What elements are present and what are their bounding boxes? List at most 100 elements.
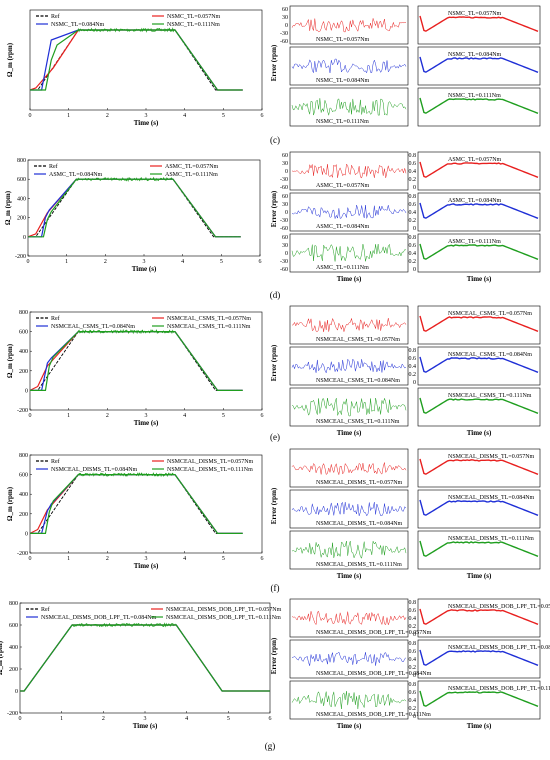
zoom-x-axis-label: Time (s) — [467, 572, 492, 580]
y-tick-label: 600 — [19, 473, 28, 479]
x-tick-label: 0 — [27, 259, 30, 265]
error-subplot-frame — [289, 87, 409, 127]
legend-label: NSMCEAL_CSMS_TL=0.084Nm — [51, 324, 135, 330]
legend-label: NSMCEAL_DISMS_DOB_LPF_TL=0.084Nm — [41, 615, 157, 621]
zoom-legend-label: ASMC_TL=0.111Nm — [448, 239, 501, 245]
error-trace — [291, 540, 407, 559]
zoom-legend-label: ASMC_TL=0.084Nm — [448, 198, 502, 204]
zoom-y-tick: 0.2 — [409, 665, 417, 671]
x-tick-label: 0 — [29, 556, 32, 562]
x-tick-label: 2 — [102, 716, 105, 722]
zoom-y-tick: 0 — [413, 673, 416, 679]
error-legend-label: NSMC_TL=0.111Nm — [316, 119, 369, 125]
zoom-trace — [419, 397, 539, 414]
error-legend-label: NSMC_TL=0.084Nm — [316, 78, 370, 84]
series-line — [30, 331, 243, 391]
main-plot-c: 0 1 2 3 4 5 6 Time (s) Ω_m (rpm) Ref NSMC_TL=0.057… — [6, 9, 264, 127]
zoom-trace — [419, 499, 539, 516]
zoom-legend-label: NSMCEAL_DISMS_DOB_LPF_TL=0.084Nm — [448, 645, 550, 651]
zoom-subplot-frame — [417, 151, 541, 191]
y-tick-label: 400 — [17, 196, 26, 202]
zoom-y-tick: 0.2 — [409, 706, 417, 712]
error-trace — [291, 98, 407, 116]
y-tick-label: 0 — [23, 235, 26, 241]
x-tick-label: 1 — [67, 556, 70, 562]
error-subplot-frame — [289, 5, 409, 45]
x-tick-label: 3 — [145, 556, 148, 562]
legend-label: NSMCEAL_DISMS_TL=0.111Nm — [167, 467, 253, 473]
error-y-tick: 0 — [285, 23, 288, 29]
zoom-trace — [419, 56, 539, 73]
x-tick-label: 0 — [29, 413, 32, 419]
x-axis-label: Time (s) — [134, 562, 159, 570]
y-tick-label: 600 — [19, 330, 28, 336]
error-trace — [291, 610, 407, 626]
error-subplot-frame — [289, 192, 409, 232]
zoom-trace — [419, 540, 539, 557]
error-trace — [291, 243, 407, 262]
error-plots-d: ASMC_TL=0.057Nm 60 30 0 -30 -60 ASMC_TL=0.084N… — [270, 151, 541, 283]
y-tick-label: 0 — [25, 531, 28, 537]
zoom-trace — [419, 690, 539, 707]
x-tick-label: 1 — [60, 716, 63, 722]
y-tick-label: -200 — [17, 551, 28, 557]
legend-label: NSMC_TL=0.057Nm — [167, 14, 221, 20]
zoom-y-tick: 0.6 — [409, 608, 417, 614]
zoom-y-tick: 0 — [413, 714, 416, 720]
zoom-y-tick: 0.2 — [409, 218, 417, 224]
error-legend-label: ASMC_TL=0.111Nm — [316, 265, 369, 271]
y-tick-label: 200 — [9, 667, 18, 673]
x-tick-label: 5 — [222, 113, 225, 119]
legend-label: NSMCEAL_DISMS_TL=0.084Nm — [51, 467, 138, 473]
zoom-y-tick: 0.2 — [409, 372, 417, 378]
x-tick-label: 1 — [67, 113, 70, 119]
zoom-y-tick: 0.4 — [409, 364, 417, 370]
error-y-tick: 30 — [282, 161, 288, 167]
error-y-tick: 60 — [282, 194, 288, 200]
zoom-y-tick: 0.2 — [409, 624, 417, 630]
zoom-y-tick: 0.8 — [409, 600, 417, 606]
error-y-axis-label: Error (rpm) — [270, 44, 278, 81]
legend-label: NSMCEAL_CSMS_TL=0.111Nm — [167, 324, 251, 330]
y-axis-label: Ω_m (rpm) — [6, 42, 14, 77]
zoom-y-tick: 0.4 — [409, 698, 417, 704]
x-tick-label: 6 — [261, 113, 264, 119]
legend-label: Ref — [51, 13, 60, 20]
zoom-y-tick: 0.4 — [409, 657, 417, 663]
zoom-y-tick: 0.8 — [409, 641, 417, 647]
error-plots-e: NSMCEAL_CSMS_TL=0.057Nm NSMCEAL_CSMS_TL=0… — [270, 305, 541, 437]
error-legend-label: NSMC_TL=0.057Nm — [316, 37, 370, 43]
error-trace — [291, 651, 407, 666]
error-legend-label: NSMCEAL_DISMS_TL=0.084Nm — [316, 521, 403, 527]
error-trace — [291, 163, 407, 179]
zoom-trace — [419, 356, 539, 373]
error-y-tick: -60 — [280, 185, 288, 191]
x-axis-label: Time (s) — [134, 419, 159, 427]
zoom-legend-label: NSMCEAL_CSMS_TL=0.084Nm — [448, 352, 532, 358]
x-tick-label: 6 — [269, 716, 272, 722]
zoom-legend-label: NSMCEAL_DISMS_TL=0.057Nm — [448, 454, 535, 460]
legend-label: NSMC_TL=0.111Nm — [167, 22, 220, 28]
zoom-legend-label: NSMC_TL=0.111Nm — [448, 93, 501, 99]
y-tick-label: 400 — [19, 349, 28, 355]
x-tick-label: 3 — [145, 413, 148, 419]
zoom-subplot-frame — [417, 5, 541, 45]
series-line — [30, 29, 243, 91]
steady-state-ripple — [77, 27, 175, 33]
error-subplot-frame — [289, 489, 409, 529]
y-tick-label: -200 — [7, 711, 18, 717]
y-tick-label: 600 — [17, 177, 26, 183]
zoom-y-tick: 0.4 — [409, 251, 417, 257]
zoom-trace — [419, 202, 539, 219]
zoom-x-axis-label: Time (s) — [467, 722, 492, 730]
zoom-y-tick: 0 — [413, 226, 416, 232]
y-tick-label: -200 — [17, 408, 28, 414]
error-y-tick: 60 — [282, 153, 288, 159]
error-legend-label: ASMC_TL=0.057Nm — [316, 183, 370, 189]
legend-label: ASMC_TL=0.084Nm — [49, 172, 103, 178]
legend-label: Ref — [51, 315, 60, 322]
x-tick-label: 4 — [183, 413, 186, 419]
y-tick-label: 800 — [9, 601, 18, 607]
